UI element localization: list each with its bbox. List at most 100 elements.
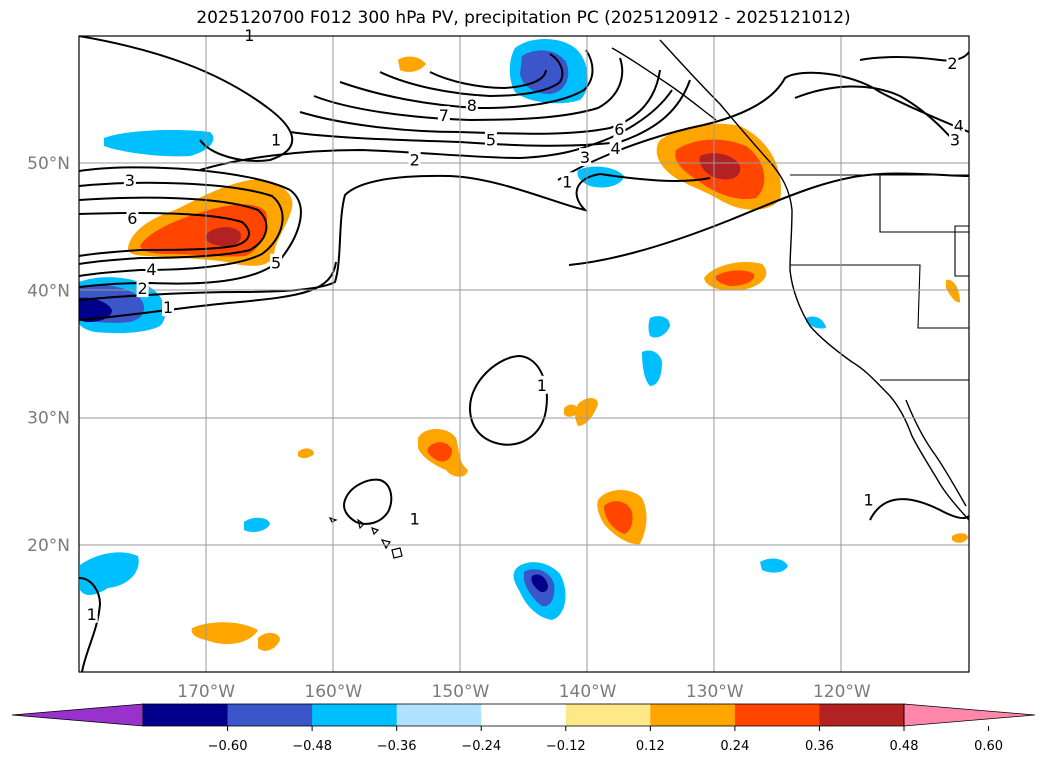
pv-contour	[299, 69, 661, 135]
contour-label-bg	[270, 130, 283, 149]
colorbar-tick-label: 0.12	[636, 739, 665, 754]
border-line	[790, 264, 969, 329]
colorbar-segment	[734, 704, 820, 726]
lat-tick-labels: 20°N 30°N 40°N 50°N	[27, 154, 70, 556]
contour-label-bg	[946, 53, 959, 72]
colorbar-tick-label: −0.24	[461, 739, 501, 754]
contour-label-bg	[123, 171, 136, 190]
contour-label: 3	[580, 148, 590, 167]
contour-label: 7	[439, 106, 449, 125]
contour-label: 4	[954, 116, 964, 135]
contour-label: 3	[125, 171, 135, 190]
lon-tick-label: 140°W	[559, 682, 617, 702]
pv-contour	[557, 71, 969, 181]
pv-contour	[79, 181, 284, 277]
coastline	[905, 399, 967, 507]
colorbar-tick-label: 0.36	[805, 739, 834, 754]
contour-label: 1	[562, 172, 572, 191]
contour-label: 1	[271, 130, 281, 149]
pv-contours	[79, 36, 969, 672]
colorbar-extend-min	[11, 703, 144, 727]
island	[391, 547, 403, 559]
pv-contour	[568, 172, 969, 266]
precip-blob	[427, 442, 452, 462]
precip-blob	[398, 56, 426, 72]
precip-blob	[104, 130, 214, 157]
colorbar-segment	[481, 704, 567, 726]
pv-contour	[79, 211, 250, 257]
colorbar-segment	[396, 704, 482, 726]
contour-label-bg	[126, 209, 139, 228]
pv-contour	[79, 577, 102, 672]
contour-label: 1	[537, 376, 547, 395]
lon-tick-label: 130°W	[686, 682, 744, 702]
contour-label-bg	[465, 95, 478, 114]
lat-tick-label: 20°N	[27, 536, 70, 556]
pv-contour	[79, 196, 268, 265]
contour-label: 6	[127, 209, 137, 228]
lon-tick-labels: 170°W 160°W 150°W 140°W 130°W 120°W	[177, 682, 871, 702]
precip-blob	[604, 501, 633, 534]
contour-label: 2	[137, 279, 147, 298]
contour-label-bg	[408, 509, 421, 528]
lat-tick-label: 40°N	[27, 281, 70, 301]
pv-contour	[379, 53, 564, 98]
contour-label-bg	[243, 26, 256, 44]
contour-label: 2	[947, 54, 957, 73]
colorbar-tick-label: −0.12	[546, 739, 586, 754]
contour-label: 2	[410, 151, 420, 170]
lon-tick-label: 150°W	[432, 682, 490, 702]
contour-label-bg	[408, 150, 421, 169]
pv-contour	[79, 261, 337, 321]
political-boundaries	[790, 174, 969, 381]
colorbar-segment	[565, 704, 651, 726]
pv-contour	[343, 478, 393, 525]
precip-blob	[564, 404, 578, 417]
colorbar-extend-max	[903, 703, 1036, 727]
lat-tick-label: 50°N	[27, 154, 70, 174]
chart-title: 2025120700 F012 300 hPa PV, precipitatio…	[196, 8, 851, 28]
island	[357, 518, 365, 530]
pv-contour	[794, 85, 961, 149]
contour-label-bg	[136, 279, 149, 298]
colorbar-tick-label: −0.48	[292, 739, 332, 754]
colorbar-tick-label: −0.36	[377, 739, 417, 754]
contour-label-bg	[535, 375, 548, 394]
contour-label-bg	[145, 260, 158, 279]
contour-label: 4	[610, 139, 620, 158]
contour-label: 4	[146, 260, 156, 279]
precip-blob	[699, 153, 741, 180]
precip-blob	[244, 517, 270, 532]
contour-label: 1	[863, 490, 873, 509]
contour-label: 5	[486, 130, 496, 149]
precip-blob	[531, 574, 548, 593]
gridlines	[79, 36, 969, 672]
map-frame	[78, 35, 970, 673]
lon-tick-label: 170°W	[177, 682, 235, 702]
precip-blob	[946, 279, 960, 303]
contour-label: 1	[410, 509, 420, 528]
colorbar-segment	[819, 704, 905, 726]
pv-contour	[79, 172, 711, 301]
precip-blob	[258, 632, 280, 651]
colorbar-tick-label: 0.48	[890, 739, 919, 754]
precip-blob	[806, 316, 826, 329]
colorbar-tick-label: 0.60	[974, 739, 1003, 754]
precip-blob	[298, 448, 314, 459]
contour-label: 6	[614, 120, 624, 139]
precip-blob	[952, 533, 968, 543]
island	[371, 527, 380, 536]
contour-label-bg	[952, 116, 965, 135]
contour-label-bg	[862, 490, 875, 509]
colorbar-segment	[312, 704, 398, 726]
contour-label: 1	[163, 298, 173, 317]
pv-contour	[313, 57, 624, 122]
colorbar-segment	[143, 704, 229, 726]
colorbar-segment	[227, 704, 313, 726]
colorbar-tick-label: −0.60	[208, 739, 248, 754]
precip-blob	[642, 350, 662, 386]
precip-blob	[648, 316, 670, 338]
precip-blob	[191, 622, 258, 645]
